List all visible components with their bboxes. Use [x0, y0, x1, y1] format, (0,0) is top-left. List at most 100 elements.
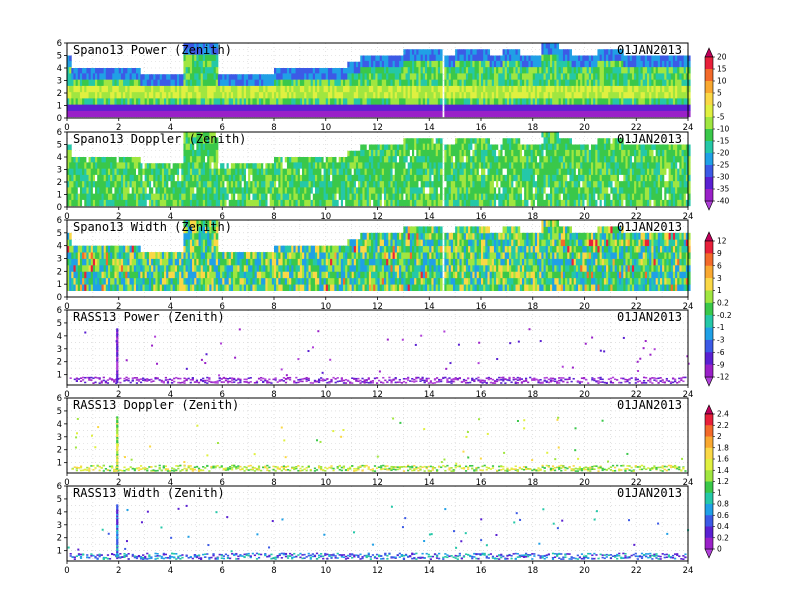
data-cell [222, 91, 225, 99]
data-cell [672, 104, 676, 111]
data-cell [181, 79, 184, 86]
data-cell [261, 104, 264, 111]
data-cell [446, 155, 450, 163]
data-cell [336, 79, 340, 86]
data-cell [220, 98, 223, 105]
data-cell [420, 168, 424, 175]
data-cell [364, 66, 368, 74]
data-cell [597, 79, 600, 86]
data-cell [105, 168, 109, 175]
data-cell [362, 60, 365, 68]
data-cell [198, 174, 202, 182]
data-cell [99, 91, 102, 99]
data-cell [366, 174, 370, 182]
data-cell [267, 79, 271, 86]
data-cell [437, 66, 441, 74]
data-cell [588, 73, 592, 80]
data-cell [446, 162, 450, 169]
data-cell [614, 104, 618, 111]
data-cell [543, 48, 547, 55]
data-cell [478, 143, 482, 150]
data-cell [366, 155, 370, 163]
data-cell [332, 110, 335, 118]
data-cell [269, 168, 273, 175]
data-cell [67, 66, 70, 74]
data-cell [573, 98, 577, 105]
data-cell [582, 60, 585, 68]
data-cell [414, 66, 417, 74]
data-cell [573, 85, 577, 93]
data-cell [472, 49, 475, 55]
data-cell [498, 144, 501, 150]
data-cell [489, 60, 493, 68]
data-cell [258, 168, 262, 175]
data-cell [541, 60, 544, 68]
data-cell [681, 55, 685, 61]
data-cell [95, 193, 98, 200]
data-cell [146, 85, 150, 93]
data-cell [567, 85, 570, 93]
data-cell [539, 193, 542, 200]
data-cell [261, 85, 264, 93]
data-cell [118, 85, 122, 93]
data-cell [353, 162, 357, 169]
data-cell [198, 66, 202, 74]
data-cell [280, 91, 284, 99]
data-cell [185, 155, 189, 163]
data-cell [470, 168, 473, 175]
data-cell [386, 187, 389, 194]
data-cell [407, 110, 411, 118]
data-cell [567, 79, 570, 86]
data-cell [205, 110, 208, 118]
data-cell [474, 174, 478, 182]
data-cell [437, 54, 441, 61]
data-cell [353, 85, 357, 93]
data-cell [368, 98, 372, 105]
data-cell [254, 193, 258, 200]
data-cell [565, 149, 568, 157]
data-cell [211, 104, 215, 111]
data-cell [493, 104, 497, 111]
data-cell [90, 199, 94, 207]
data-cell [129, 110, 133, 118]
data-cell [95, 104, 98, 111]
data-cell [194, 43, 197, 49]
data-cell [213, 174, 217, 182]
data-cell [459, 187, 462, 194]
data-cell [521, 144, 525, 150]
data-cell [452, 104, 456, 111]
data-cell [496, 104, 499, 111]
data-cell [112, 174, 115, 182]
data-cell [390, 199, 393, 207]
data-cell [416, 174, 419, 182]
data-cell [424, 199, 428, 207]
data-cell [543, 60, 547, 68]
data-cell [215, 193, 219, 200]
data-cell [414, 187, 417, 194]
data-cell [314, 168, 318, 175]
data-cell [237, 74, 240, 80]
data-cell [327, 199, 331, 207]
data-cell [364, 155, 368, 163]
data-cell [358, 187, 361, 194]
data-cell [530, 193, 534, 200]
data-cell [338, 98, 342, 105]
data-cell [172, 199, 176, 207]
data-cell [521, 180, 525, 188]
data-cell [105, 174, 109, 182]
data-cell [683, 91, 687, 99]
data-cell [338, 168, 342, 175]
data-cell [263, 98, 266, 105]
data-cell [573, 79, 577, 86]
data-cell [485, 162, 488, 169]
data-cell [388, 144, 391, 150]
data-cell [461, 104, 465, 111]
data-cell [185, 73, 189, 80]
data-cell [677, 60, 680, 68]
data-cell [103, 199, 107, 207]
data-cell [528, 66, 531, 74]
data-cell [688, 73, 691, 80]
data-cell [308, 104, 312, 111]
data-cell [131, 174, 135, 182]
data-cell [286, 110, 290, 118]
